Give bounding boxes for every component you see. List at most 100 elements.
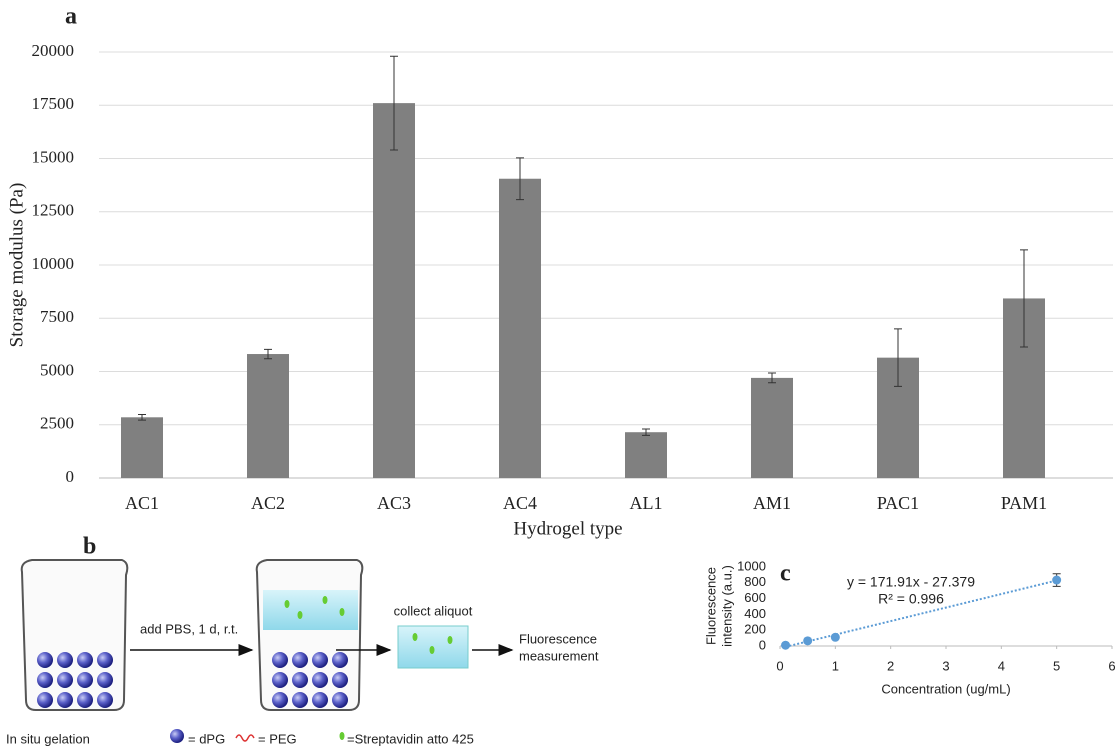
x-tick-label: AC4 bbox=[503, 493, 537, 513]
streptavidin-icon bbox=[429, 646, 435, 654]
legend-label: = PEG bbox=[258, 731, 297, 746]
y-tick-label: 1000 bbox=[737, 558, 766, 573]
legend-icon bbox=[235, 734, 255, 742]
x-tick-label: AC1 bbox=[125, 493, 159, 513]
bar bbox=[247, 354, 289, 478]
dpg-icon bbox=[77, 692, 93, 708]
step-label: Fluorescence bbox=[519, 631, 597, 646]
y-tick-label: 2500 bbox=[40, 414, 74, 433]
streptavidin-icon bbox=[412, 633, 418, 641]
y-axis-title: Fluorescence bbox=[703, 567, 718, 645]
dpg-icon bbox=[97, 672, 113, 688]
y-tick-label: 0 bbox=[66, 467, 75, 486]
step-label: In situ gelation bbox=[6, 731, 90, 746]
dpg-icon bbox=[57, 652, 73, 668]
point bbox=[1052, 575, 1062, 585]
dpg-icon bbox=[292, 692, 308, 708]
dpg-icon bbox=[57, 672, 73, 688]
streptavidin-icon bbox=[447, 636, 453, 644]
error-bar bbox=[138, 414, 146, 421]
dpg-icon bbox=[312, 672, 328, 688]
dpg-icon bbox=[312, 652, 328, 668]
point bbox=[781, 640, 791, 650]
step-label: measurement bbox=[519, 648, 599, 663]
dpg-icon bbox=[37, 652, 53, 668]
dpg-icon bbox=[37, 692, 53, 708]
legend-label: = dPG bbox=[188, 731, 225, 746]
legend-icon bbox=[339, 732, 345, 740]
x-tick-label: AC2 bbox=[251, 493, 285, 513]
beaker bbox=[255, 559, 364, 711]
y-tick-label: 10000 bbox=[32, 254, 75, 273]
step-label: add PBS, 1 d, r.t. bbox=[140, 621, 238, 636]
diagram-b: b add PBS, 1 d, r.t. collect aliquot Flu… bbox=[6, 534, 599, 747]
error-bar bbox=[642, 428, 650, 436]
error-bar bbox=[894, 328, 902, 387]
y-tick-label: 5000 bbox=[40, 360, 74, 379]
y-tick-label: 0 bbox=[759, 637, 766, 652]
x-tick-label: AL1 bbox=[630, 493, 663, 513]
dpg-icon bbox=[292, 672, 308, 688]
x-tick-label: 6 bbox=[1108, 658, 1115, 673]
dpg-icon bbox=[272, 672, 288, 688]
y-tick-label: 400 bbox=[744, 606, 766, 621]
error-bar bbox=[390, 55, 398, 151]
point bbox=[830, 632, 840, 642]
x-axis-title: Hydrogel type bbox=[513, 518, 622, 539]
dpg-icon bbox=[77, 672, 93, 688]
y-tick-label: 800 bbox=[744, 574, 766, 589]
panel-label: a bbox=[65, 4, 77, 30]
dpg-icon bbox=[37, 672, 53, 688]
step-label: collect aliquot bbox=[394, 603, 473, 618]
x-tick-label: PAC1 bbox=[877, 493, 919, 513]
x-axis-title: Concentration (ug/mL) bbox=[881, 681, 1010, 696]
streptavidin-icon bbox=[322, 596, 328, 604]
dpg-icon bbox=[292, 652, 308, 668]
dpg-icon bbox=[57, 692, 73, 708]
x-tick-label: 3 bbox=[942, 658, 949, 673]
beaker bbox=[20, 559, 129, 711]
bar bbox=[121, 417, 163, 478]
y-tick-label: 7500 bbox=[40, 307, 74, 326]
error-bar bbox=[768, 372, 776, 384]
dpg-icon bbox=[332, 672, 348, 688]
dpg-icon bbox=[77, 652, 93, 668]
panel-label: b bbox=[83, 534, 96, 560]
dpg-icon bbox=[272, 652, 288, 668]
x-tick-label: 4 bbox=[998, 658, 1005, 673]
error-bar bbox=[516, 157, 524, 201]
streptavidin-icon bbox=[339, 608, 345, 616]
y-axis-title: intensity (a.u.) bbox=[719, 565, 734, 647]
y-tick-label: 12500 bbox=[32, 201, 75, 220]
dpg-icon bbox=[332, 652, 348, 668]
bar bbox=[373, 103, 415, 479]
x-tick-label: AM1 bbox=[753, 493, 791, 513]
dpg-icon bbox=[312, 692, 328, 708]
bar bbox=[499, 178, 541, 479]
annotation: R² = 0.996 bbox=[878, 591, 944, 607]
y-tick-label: 200 bbox=[744, 622, 766, 637]
x-tick-label: 5 bbox=[1053, 658, 1060, 673]
error-bar bbox=[264, 348, 272, 360]
annotation: y = 171.91x - 27.379 bbox=[847, 574, 975, 590]
error-bar bbox=[1020, 249, 1028, 348]
y-tick-label: 17500 bbox=[32, 94, 75, 113]
dpg-icon bbox=[332, 692, 348, 708]
bar bbox=[625, 432, 667, 478]
x-tick-label: PAM1 bbox=[1001, 493, 1047, 513]
x-tick-label: 1 bbox=[832, 658, 839, 673]
point bbox=[803, 636, 813, 646]
x-tick-label: 0 bbox=[776, 658, 783, 673]
y-tick-label: 600 bbox=[744, 590, 766, 605]
dpg-icon bbox=[97, 652, 113, 668]
y-axis-title: Storage modulus (Pa) bbox=[6, 183, 27, 348]
y-tick-label: 20000 bbox=[32, 41, 75, 60]
x-tick-label: AC3 bbox=[377, 493, 411, 513]
dpg-icon bbox=[97, 692, 113, 708]
bar bbox=[751, 377, 793, 478]
y-tick-label: 15000 bbox=[32, 147, 75, 166]
x-tick-label: 2 bbox=[887, 658, 894, 673]
legend-icon bbox=[170, 729, 184, 743]
trendline bbox=[785, 579, 1057, 648]
